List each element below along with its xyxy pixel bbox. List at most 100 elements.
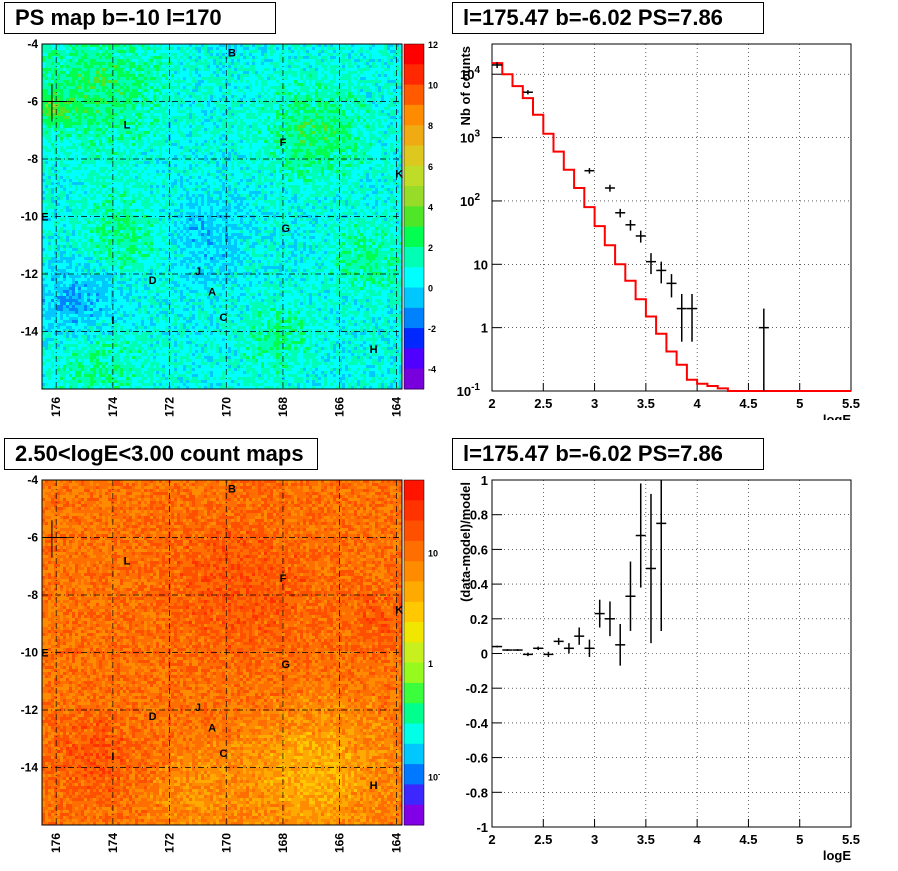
heatmap-cell [165, 56, 169, 60]
heatmap-cell [126, 80, 130, 84]
heatmap-cell [102, 287, 106, 291]
heatmap-cell [75, 113, 79, 117]
heatmap-cell [48, 53, 52, 57]
heatmap-cell [168, 179, 172, 183]
heatmap-cell [138, 101, 142, 105]
heatmap-cell [117, 311, 121, 315]
heatmap-cell [51, 185, 55, 189]
heatmap-cell [99, 260, 103, 264]
heatmap-cell [117, 308, 121, 312]
heatmap-cell [81, 86, 85, 90]
heatmap-cell [99, 305, 103, 309]
heatmap-cell [57, 137, 61, 141]
heatmap-cell [69, 356, 73, 360]
heatmap-cell [51, 53, 55, 57]
heatmap-cell [99, 71, 103, 75]
heatmap-cell [72, 362, 76, 366]
heatmap-cell [117, 251, 121, 255]
heatmap-cell [48, 92, 52, 96]
heatmap-cell [69, 83, 73, 87]
heatmap-cell [90, 191, 94, 195]
heatmap-cell [57, 281, 61, 285]
heatmap-cell [57, 149, 61, 153]
heatmap-cell [51, 338, 55, 342]
heatmap-cell [132, 332, 136, 336]
heatmap-cell [114, 137, 118, 141]
heatmap-cell [96, 335, 100, 339]
heatmap-cell [54, 134, 58, 138]
heatmap-cell [126, 131, 130, 135]
heatmap-cell [84, 182, 88, 186]
heatmap-cell [72, 203, 76, 207]
heatmap-cell [96, 182, 100, 186]
heatmap-cell [72, 176, 76, 180]
heatmap-cell [156, 134, 160, 138]
heatmap-cell [135, 329, 139, 333]
heatmap-cell [90, 275, 94, 279]
heatmap-cell [153, 206, 157, 210]
heatmap-cell [141, 71, 145, 75]
heatmap-cell [168, 365, 172, 369]
heatmap-cell [66, 188, 70, 192]
heatmap-cell [63, 164, 67, 168]
heatmap-cell [48, 332, 52, 336]
heatmap-cell [75, 212, 79, 216]
heatmap-cell [162, 74, 166, 78]
heatmap-cell [81, 158, 85, 162]
heatmap-cell [78, 149, 82, 153]
heatmap-cell [99, 47, 103, 51]
heatmap-cell [123, 104, 127, 108]
heatmap-cell [90, 200, 94, 204]
heatmap-cell [96, 167, 100, 171]
heatmap-cell [105, 146, 109, 150]
heatmap-cell [84, 137, 88, 141]
heatmap-cell [105, 179, 109, 183]
heatmap-cell [96, 260, 100, 264]
heatmap-cell [129, 80, 133, 84]
heatmap-cell [132, 59, 136, 63]
heatmap-cell [63, 248, 67, 252]
heatmap-cell [84, 209, 88, 213]
heatmap-cell [81, 371, 85, 375]
heatmap-cell [165, 143, 169, 147]
heatmap-cell [75, 137, 79, 141]
heatmap-cell [114, 155, 118, 159]
heatmap-cell [135, 197, 139, 201]
heatmap-cell [165, 98, 169, 102]
heatmap-cell [141, 56, 145, 60]
heatmap-cell [51, 113, 55, 117]
heatmap-cell [75, 365, 79, 369]
heatmap-cell [141, 263, 145, 267]
heatmap-cell [120, 104, 124, 108]
heatmap-cell [165, 44, 169, 48]
heatmap-cell [168, 119, 172, 123]
heatmap-cell [141, 284, 145, 288]
heatmap-cell [132, 266, 136, 270]
heatmap-cell [90, 71, 94, 75]
heatmap-cell [42, 371, 46, 375]
heatmap-cell [111, 362, 115, 366]
heatmap-cell [129, 116, 133, 120]
heatmap-cell [90, 95, 94, 99]
heatmap-cell [156, 122, 160, 126]
heatmap-cell [93, 197, 97, 201]
heatmap-cell [99, 203, 103, 207]
heatmap-cell [90, 116, 94, 120]
heatmap-cell [138, 314, 142, 318]
heatmap-cell [126, 326, 130, 330]
heatmap-cell [81, 170, 85, 174]
heatmap-cell [54, 197, 58, 201]
heatmap-cell [147, 359, 151, 363]
heatmap-cell [84, 134, 88, 138]
heatmap-cell [108, 329, 112, 333]
heatmap-cell [132, 104, 136, 108]
heatmap-cell [159, 194, 163, 198]
heatmap-cell [48, 380, 52, 384]
heatmap-cell [54, 170, 58, 174]
heatmap-cell [120, 284, 124, 288]
heatmap-cell [99, 293, 103, 297]
heatmap-cell [102, 329, 106, 333]
heatmap-cell [171, 161, 175, 165]
heatmap-cell [132, 233, 136, 237]
heatmap-cell [45, 212, 49, 216]
